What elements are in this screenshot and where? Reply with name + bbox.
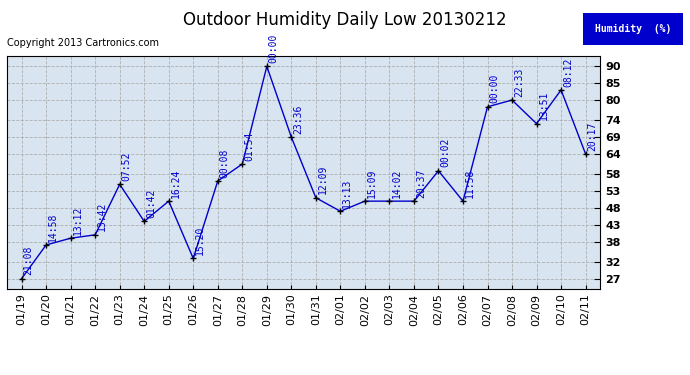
Text: Outdoor Humidity Daily Low 20130212: Outdoor Humidity Daily Low 20130212: [183, 11, 507, 29]
Text: 15:20: 15:20: [195, 226, 205, 255]
Text: 15:09: 15:09: [367, 168, 377, 198]
Text: 20:17: 20:17: [588, 121, 598, 151]
Text: 20:37: 20:37: [416, 168, 426, 198]
Text: 16:24: 16:24: [170, 168, 181, 198]
Text: 01:54: 01:54: [244, 131, 254, 161]
Text: 01:42: 01:42: [146, 189, 156, 218]
Text: 11:58: 11:58: [465, 168, 475, 198]
Text: 23:36: 23:36: [293, 104, 304, 134]
Text: 21:08: 21:08: [23, 246, 34, 275]
Text: Humidity  (%): Humidity (%): [595, 24, 671, 34]
Text: 13:42: 13:42: [97, 202, 107, 231]
Text: 13:51: 13:51: [538, 91, 549, 120]
Text: 14:02: 14:02: [391, 168, 402, 198]
Text: 00:08: 00:08: [219, 148, 230, 177]
Text: 00:02: 00:02: [440, 138, 451, 168]
Text: Copyright 2013 Cartronics.com: Copyright 2013 Cartronics.com: [7, 38, 159, 48]
Text: 12:09: 12:09: [318, 165, 328, 194]
Text: 13:13: 13:13: [342, 178, 353, 208]
Text: 07:52: 07:52: [121, 152, 132, 181]
Text: 00:00: 00:00: [269, 34, 279, 63]
Text: 13:12: 13:12: [72, 206, 83, 235]
Text: 08:12: 08:12: [563, 57, 573, 87]
Text: 22:33: 22:33: [514, 67, 524, 97]
Text: 00:00: 00:00: [489, 74, 500, 104]
Text: 14:58: 14:58: [48, 212, 58, 242]
